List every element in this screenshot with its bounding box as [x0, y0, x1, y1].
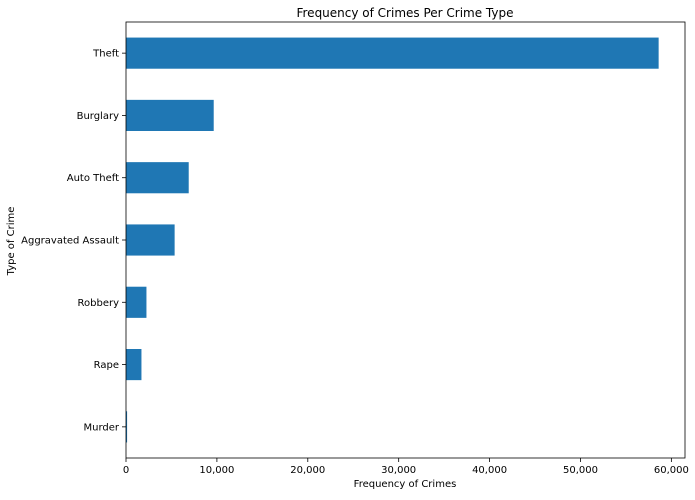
axes-frame: [125, 21, 686, 459]
bar-aggravated-assault: [126, 224, 175, 256]
y-axis-label: Type of Crime: [6, 207, 17, 277]
y-tick-label: Theft: [92, 49, 119, 60]
y-tick-label: Auto Theft: [67, 173, 119, 184]
bar-murder: [126, 411, 128, 443]
bar-theft: [126, 37, 659, 69]
x-tick-label: 60,000: [654, 465, 689, 476]
y-tick-label: Aggravated Assault: [21, 236, 119, 247]
y-tick-label: Rape: [94, 360, 119, 371]
y-tick-label: Robbery: [78, 298, 120, 309]
x-tick-label: 40,000: [472, 465, 507, 476]
x-tick-label: 20,000: [290, 465, 325, 476]
bar-rape: [126, 349, 142, 381]
bar-burglary: [126, 99, 214, 131]
bar-robbery: [126, 286, 147, 318]
plot-area: Theft Burglary Auto Theft Aggravated Assaul…: [21, 21, 689, 476]
x-tick-label: 10,000: [199, 465, 234, 476]
bar-auto-theft: [126, 162, 189, 194]
chart-title: Frequency of Crimes Per Crime Type: [296, 6, 513, 20]
x-tick-label: 0: [123, 465, 129, 476]
x-axis-label: Frequency of Crimes: [354, 479, 457, 490]
x-tick-label: 30,000: [381, 465, 416, 476]
y-tick-label: Burglary: [77, 111, 119, 122]
y-tick-label: Murder: [83, 422, 119, 433]
x-tick-label: 50,000: [563, 465, 598, 476]
